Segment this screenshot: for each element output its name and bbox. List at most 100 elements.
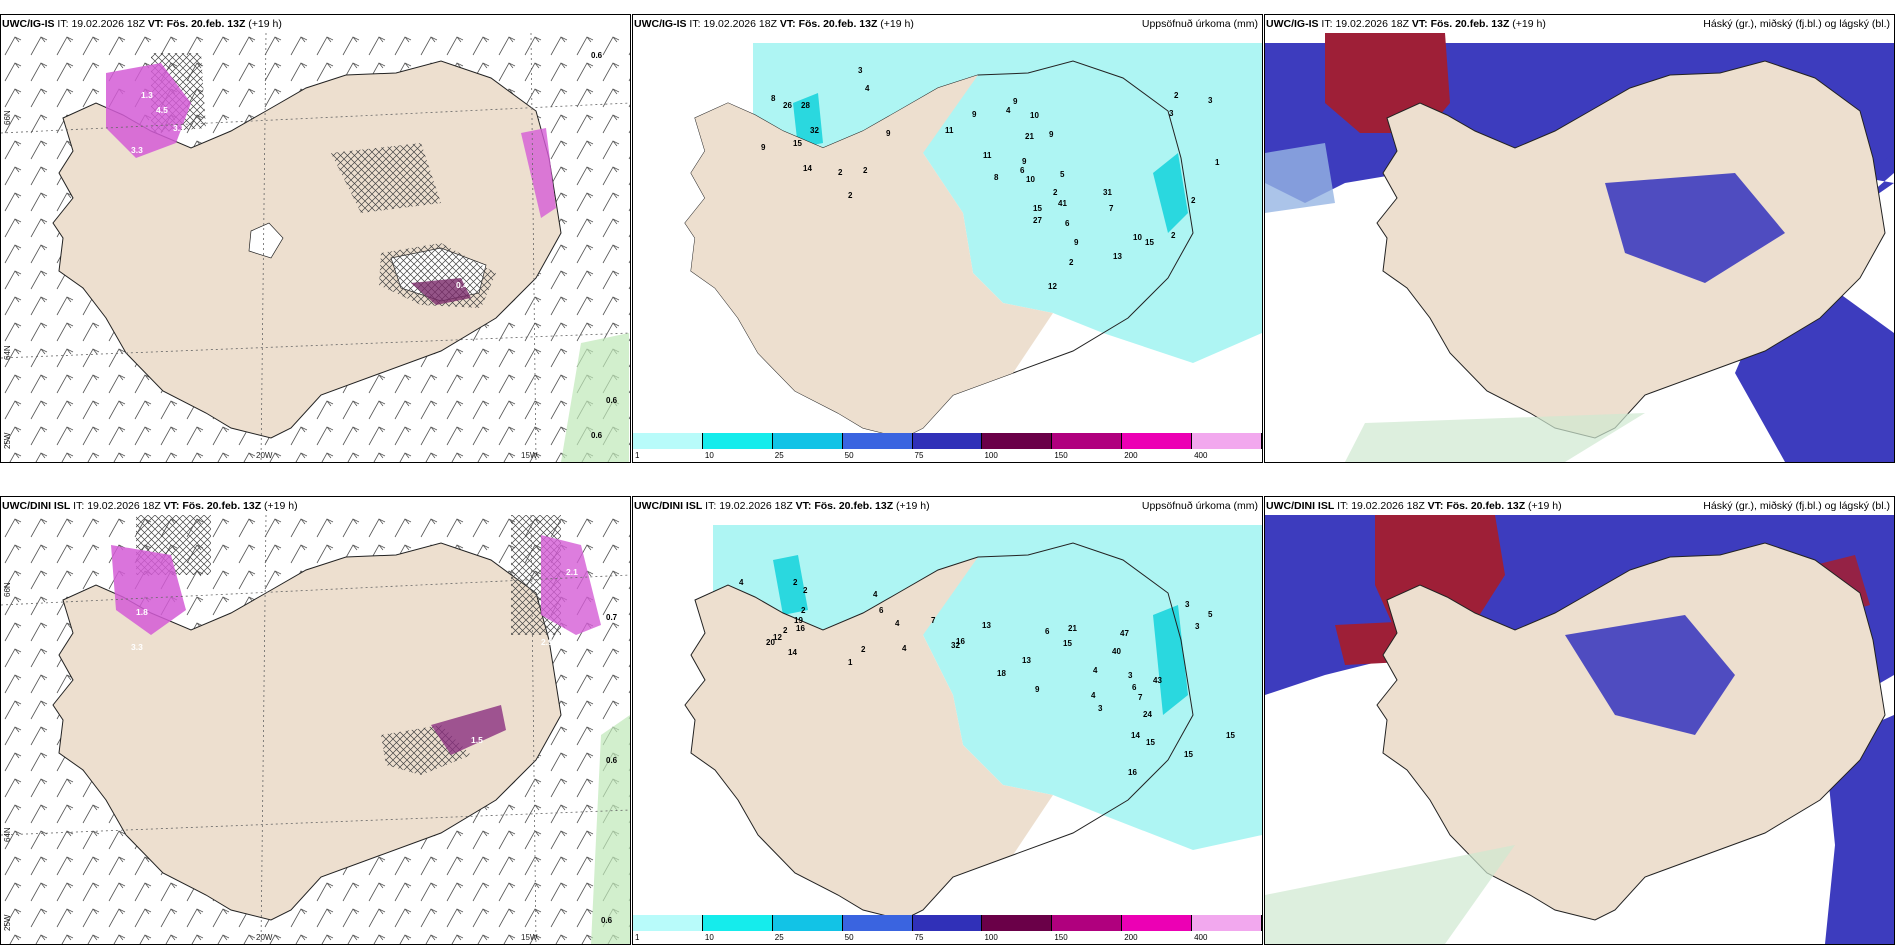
wind-value: 2.9 — [541, 637, 553, 647]
panel-title: Háský (gr.), miðský (fj.bl.) og lágský (… — [1703, 500, 1890, 512]
colorbar-swatch — [702, 915, 773, 931]
precip-value: 2 — [1191, 196, 1196, 205]
valid-label: VT: — [147, 18, 164, 30]
colorbar-swatch — [842, 433, 913, 449]
precip-value: 4 — [865, 84, 870, 93]
iceland-landmass — [685, 75, 1053, 438]
wind-snow-map-bottom: UWC/DINI ISL IT: 19.02.2026 18Z VT: Fös.… — [0, 496, 631, 945]
precip-value: 3 — [1195, 622, 1200, 631]
snow-area — [431, 705, 506, 755]
precip-value: 2 — [838, 168, 843, 177]
lead-time: (+19 h) — [896, 500, 930, 512]
valid-time: Fös. 20.feb. 13Z — [814, 500, 894, 512]
colorbar-swatch — [702, 433, 773, 449]
precip-value: 32 — [810, 126, 819, 135]
precip-value: 13 — [982, 621, 991, 630]
precip-value: 11 — [945, 126, 954, 135]
precip-high — [773, 555, 808, 615]
glacier — [248, 222, 284, 259]
precip-value: 27 — [1033, 216, 1042, 225]
precip-value: 13 — [1113, 252, 1122, 261]
model-name: UWC/DINI ISL — [634, 500, 703, 512]
precip-value: 41 — [1058, 199, 1067, 208]
panel-title: Uppsöfnuð úrkoma (mm) — [1141, 500, 1258, 512]
valid-time: Fös. 20.feb. 13Z — [166, 18, 246, 30]
valid-label: VT: — [1427, 500, 1444, 512]
issue-label: IT: — [1337, 500, 1349, 512]
precip-map-top: UWC/IG-IS IT: 19.02.2026 18Z VT: Fös. 20… — [632, 14, 1263, 463]
precip-value: 3 — [1169, 109, 1174, 118]
model-name: UWC/IG-IS — [2, 18, 55, 30]
precip-value: 2 — [1053, 188, 1058, 197]
lead-time: (+19 h) — [248, 18, 282, 30]
lon-label-25w: 25W — [3, 432, 12, 449]
map-canvas: 1.3 3.3 4.5 3.1 0.6 0.4 0.6 0.6 — [1, 33, 630, 462]
colorbar-tick: 400 — [1194, 451, 1208, 460]
iceland-landmass — [685, 557, 1053, 920]
precip-value: 14 — [803, 164, 812, 173]
model-name: UWC/DINI ISL — [1266, 500, 1335, 512]
colorbar-tick: 200 — [1124, 451, 1138, 460]
panel-title: Uppsöfnuð úrkoma (mm) — [1141, 18, 1258, 30]
colorbar-swatch — [982, 915, 1053, 931]
colorbar: 1 10 25 50 75 100 150 200 400 — [633, 915, 1262, 943]
precip-value: 5 — [1208, 610, 1213, 619]
wind-value: 2.1 — [566, 567, 578, 577]
panel-header: UWC/DINI ISL IT: 19.02.2026 18Z VT: Fös.… — [1266, 499, 1890, 513]
map-canvas — [1265, 33, 1894, 462]
precip-value: 6 — [1132, 683, 1137, 692]
precip-value: 4 — [1006, 106, 1011, 115]
precip-value: 15 — [1063, 639, 1072, 648]
precip-value: 9 — [886, 129, 891, 138]
precip-value: 2 — [801, 606, 806, 615]
valid-label: VT: — [795, 500, 812, 512]
panel-header: UWC/IG-IS IT: 19.02.2026 18Z VT: Fös. 20… — [634, 17, 1258, 31]
precip-value: 21 — [1025, 132, 1034, 141]
colorbar-swatch — [1052, 433, 1123, 449]
precip-value: 2 — [1171, 231, 1176, 240]
lon-label-20w: 20W — [256, 933, 273, 942]
colorbar-swatch — [633, 433, 703, 449]
precip-value: 11 — [983, 151, 992, 160]
precip-map-bottom: UWC/DINI ISL IT: 19.02.2026 18Z VT: Fös.… — [632, 496, 1263, 945]
colorbar-tick: 1 — [635, 933, 640, 942]
colorbar-tick: 100 — [984, 451, 998, 460]
precip-value: 2 — [793, 578, 798, 587]
precip-value: 9 — [761, 143, 766, 152]
colorbar-tick: 400 — [1194, 933, 1208, 942]
precip-value: 32 — [951, 641, 960, 650]
issue-label: IT: — [705, 500, 717, 512]
iceland-landmass — [1376, 542, 1886, 921]
wind-snow-map-top: UWC/IG-IS IT: 19.02.2026 18Z VT: Fös. 20… — [0, 14, 631, 463]
wind-value: 1.5 — [471, 735, 483, 745]
precip-value: 10 — [1030, 111, 1039, 120]
map-canvas: 0.6 1.8 3.3 0.7 2.9 2.1 1.5 0.6 — [1, 515, 630, 944]
precip-value: 16 — [796, 624, 805, 633]
precip-value: 2 — [803, 586, 808, 595]
valid-time: Fös. 20.feb. 13Z — [1446, 500, 1526, 512]
wind-value: 1.3 — [141, 90, 153, 100]
precip-value: 16 — [1128, 768, 1137, 777]
precip-value: 7 — [1109, 204, 1114, 213]
issue-label: IT: — [1321, 18, 1333, 30]
wind-labels: 1.3 3.3 4.5 3.1 0.6 0.4 0.6 0.6 — [131, 51, 618, 440]
mid-cloud-area — [1605, 173, 1785, 283]
lead-time: (+19 h) — [1512, 18, 1546, 30]
map-canvas: 2242191620212144642147161332181396152144… — [684, 525, 1262, 920]
colorbar-tick: 25 — [774, 451, 784, 460]
precip-value: 15 — [1184, 750, 1193, 759]
lat-label-64n: 64N — [3, 345, 12, 360]
issue-time: 19.02.2026 18Z — [703, 18, 777, 30]
precip-value: 3 — [1185, 600, 1190, 609]
precip-value: 12 — [773, 633, 782, 642]
colorbar-swatch — [982, 433, 1053, 449]
precip-value: 2 — [1174, 91, 1179, 100]
low-cloud-area — [1265, 143, 1335, 213]
lon-label-15w: 15W — [521, 933, 538, 942]
precip-value: 9 — [1013, 97, 1018, 106]
precip-value: 15 — [1033, 204, 1042, 213]
colorbar-swatch — [772, 915, 843, 931]
precip-value: 3 — [1128, 671, 1133, 680]
precip-area — [713, 525, 1262, 850]
snow-area — [106, 63, 191, 158]
